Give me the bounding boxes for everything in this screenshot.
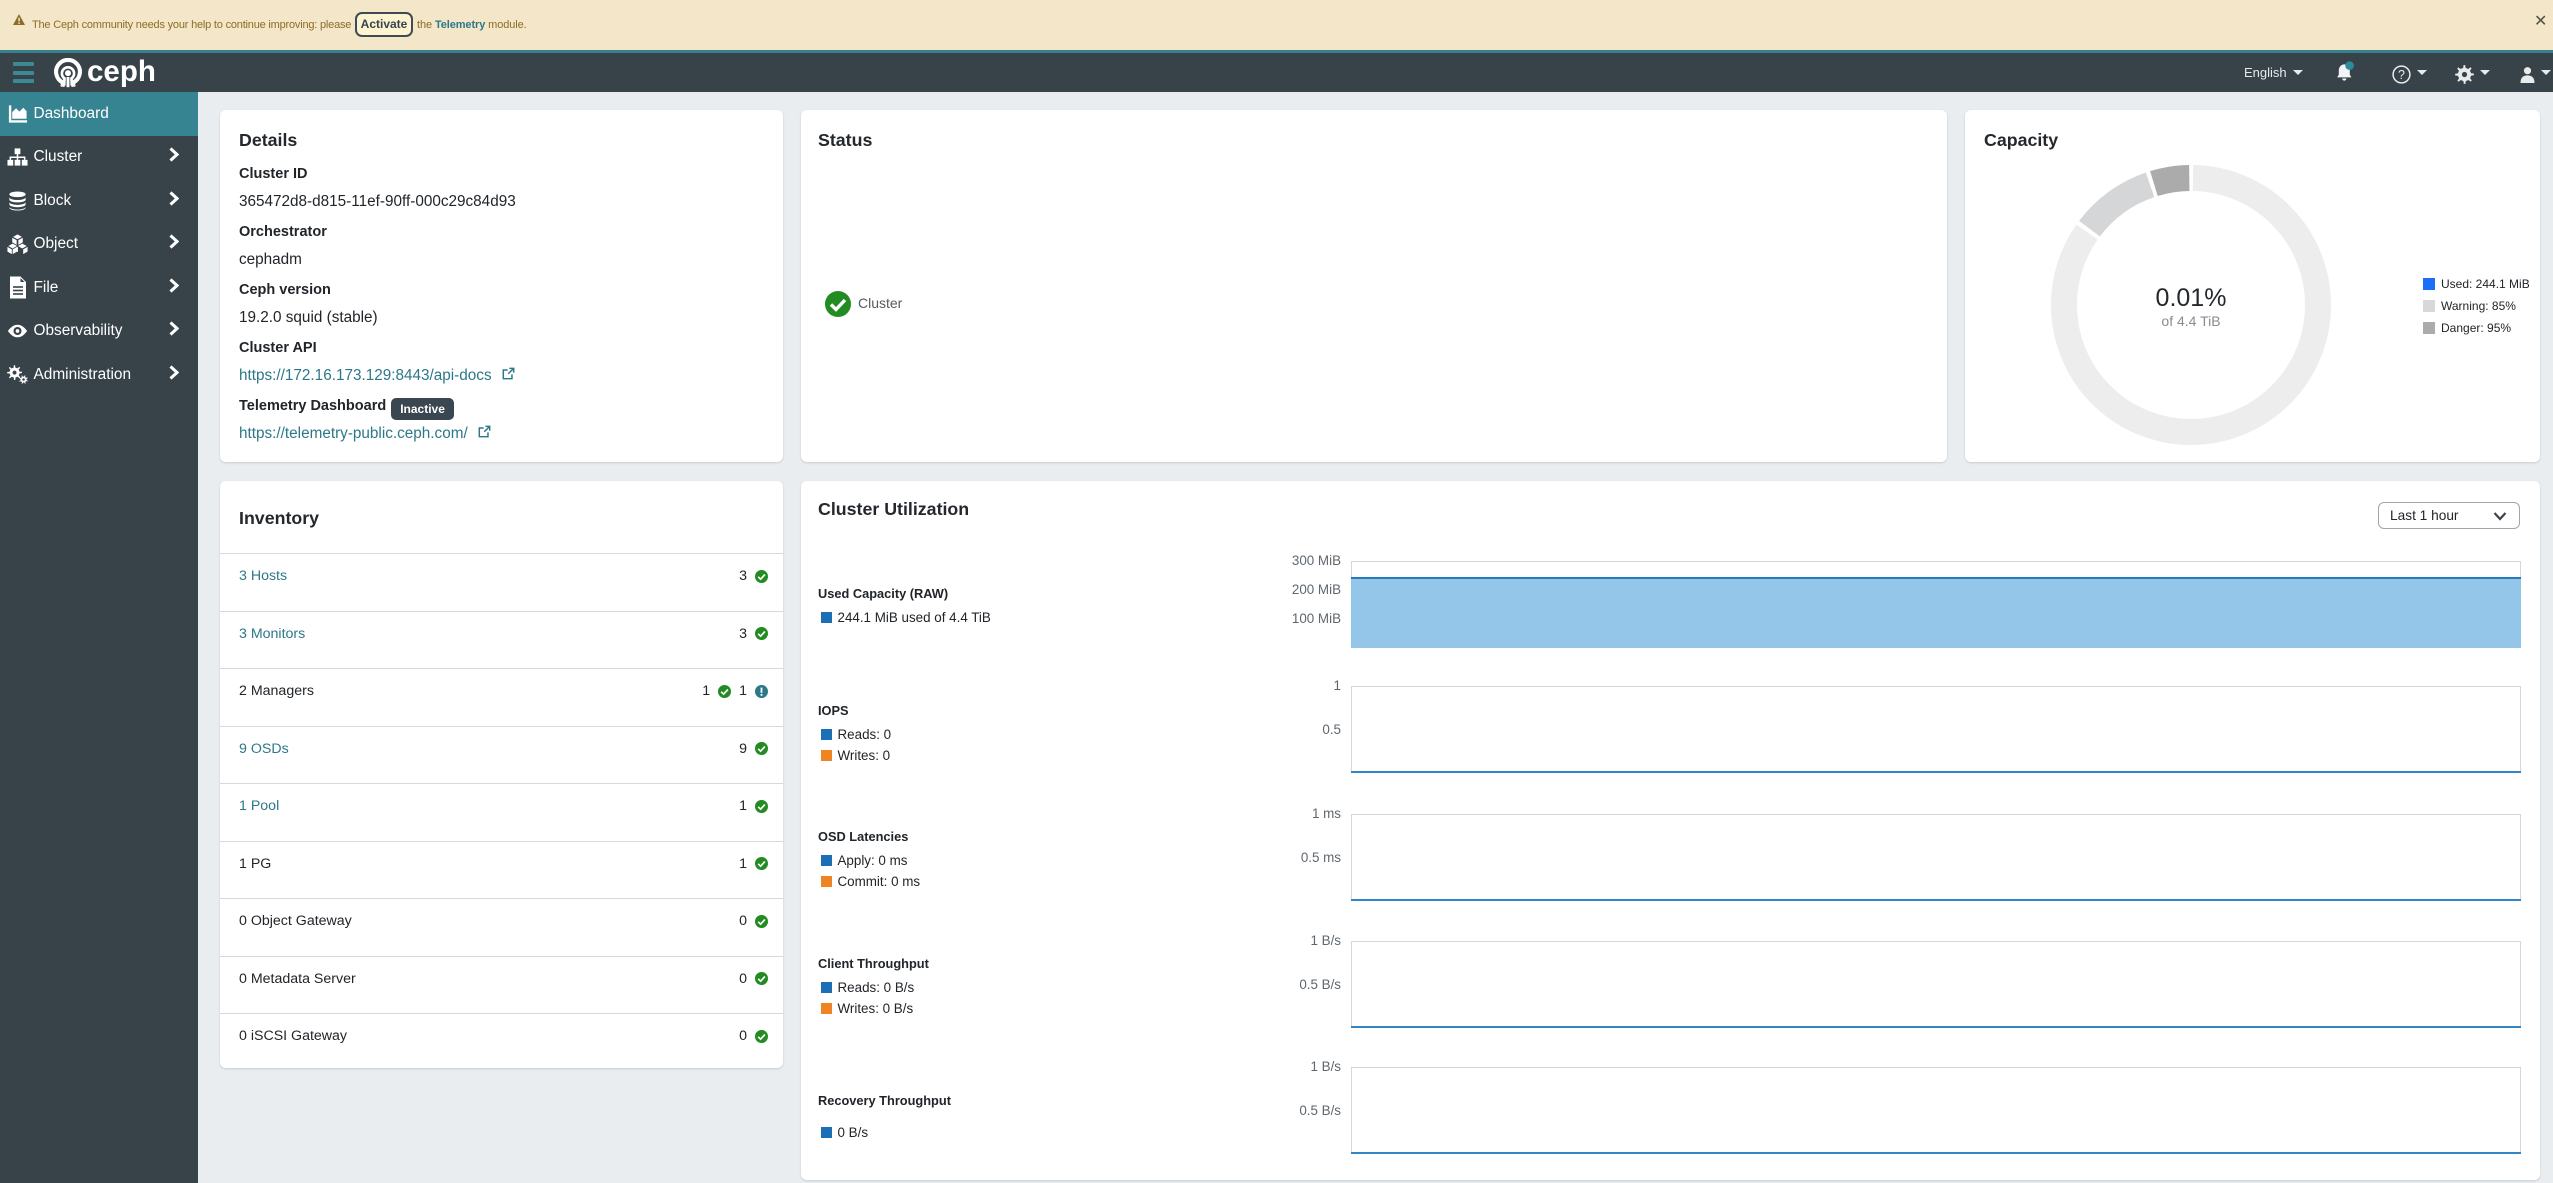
svg-text:?: ? xyxy=(2398,68,2405,82)
